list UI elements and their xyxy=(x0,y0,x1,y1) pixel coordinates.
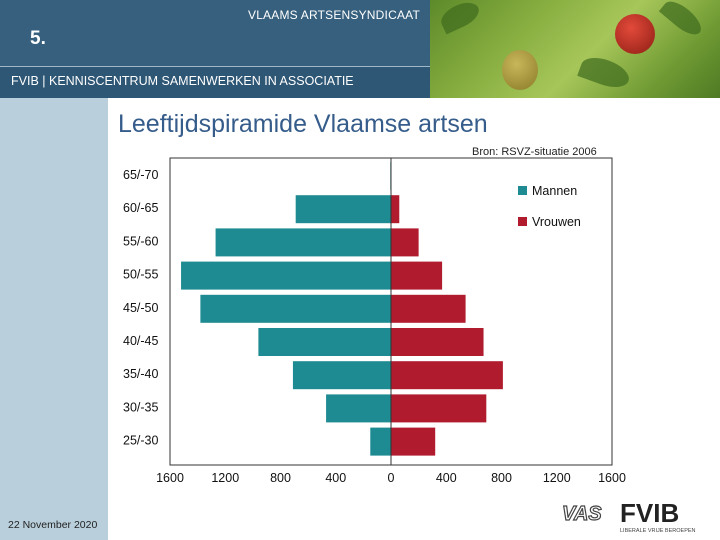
bar-vrouwen xyxy=(391,361,503,390)
bar-mannen xyxy=(370,427,391,456)
legend-label: Vrouwen xyxy=(532,215,581,229)
x-tick-label: 1600 xyxy=(156,471,184,485)
category-label: 50/-55 xyxy=(123,268,158,282)
category-label: 65/-70 xyxy=(123,168,158,182)
bar-mannen xyxy=(326,394,391,423)
category-label: 35/-40 xyxy=(123,367,158,381)
category-label: 55/-60 xyxy=(123,234,158,248)
category-label: 40/-45 xyxy=(123,334,158,348)
source-note: Bron: RSVZ-situatie 2006 xyxy=(472,146,597,158)
category-label: 45/-50 xyxy=(123,301,158,315)
bar-vrouwen xyxy=(391,394,487,423)
bar-vrouwen xyxy=(391,228,419,257)
bar-vrouwen xyxy=(391,328,484,356)
x-tick-label: 800 xyxy=(270,471,291,485)
legend-swatch xyxy=(518,217,527,226)
legend-swatch xyxy=(518,186,527,195)
header-photo xyxy=(430,0,720,98)
slide-date: 22 November 2020 xyxy=(8,519,98,531)
x-tick-label: 0 xyxy=(388,471,395,485)
subtitle-text: FVIB | KENNISCENTRUM SAMENWERKEN IN ASSO… xyxy=(11,74,354,88)
bar-mannen xyxy=(200,294,391,323)
bar-mannen xyxy=(181,261,391,290)
legend-label: Mannen xyxy=(532,184,577,198)
organization-name: VLAAMS ARTSENSYNDICAAT xyxy=(247,8,420,22)
x-tick-label: 1200 xyxy=(543,471,571,485)
sidebar-strip xyxy=(0,98,108,540)
slide-title: Leeftijdspiramide Vlaamse artsen xyxy=(118,110,488,138)
logos: VAS FVIB LIBERALE VRIJE BEROEPEN xyxy=(561,498,696,534)
fvib-tagline: LIBERALE VRIJE BEROEPEN xyxy=(620,528,696,534)
fvib-logo: FVIB xyxy=(620,498,679,528)
x-tick-label: 1200 xyxy=(211,471,239,485)
x-tick-label: 400 xyxy=(436,471,457,485)
divider xyxy=(0,66,430,67)
subtitle-bar: FVIB | KENNISCENTRUM SAMENWERKEN IN ASSO… xyxy=(0,66,430,98)
bar-mannen xyxy=(292,361,391,390)
slide-number: 5. xyxy=(30,28,46,49)
bar-mannen xyxy=(258,328,391,356)
category-label: 30/-35 xyxy=(123,400,158,414)
x-tick-label: 400 xyxy=(325,471,346,485)
vas-logo: VAS xyxy=(562,503,602,525)
bar-vrouwen xyxy=(391,427,436,456)
category-label: 25/-30 xyxy=(123,434,158,448)
bar-mannen xyxy=(215,228,391,257)
category-label: 60/-65 xyxy=(123,201,158,215)
bar-vrouwen xyxy=(391,195,400,224)
x-tick-label: 1600 xyxy=(598,471,626,485)
header-bar: VLAAMS ARTSENSYNDICAAT 5. FVIB | KENNISC… xyxy=(0,0,430,98)
bar-vrouwen xyxy=(391,261,443,290)
x-tick-label: 800 xyxy=(491,471,512,485)
bar-mannen xyxy=(295,195,391,224)
bar-vrouwen xyxy=(391,294,466,323)
apple-shape xyxy=(615,14,655,54)
pear-shape xyxy=(502,50,538,90)
